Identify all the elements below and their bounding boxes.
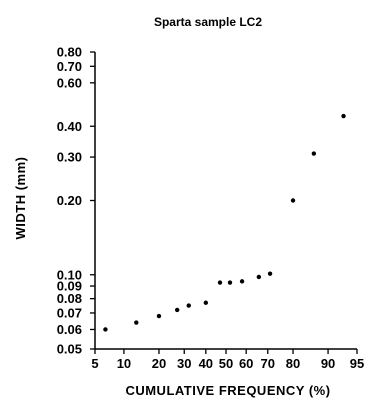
data-point [156,313,162,319]
x-tick-label: 40 [199,356,213,371]
data-point [134,320,139,325]
y-ticks: 0.05 0.06 0.070.080.090.10 0.20 0.30 0.40 0.60… [57,45,95,357]
y-axis-label: WIDTH (mm) [13,157,28,240]
y-tick-label: 0.06 [57,322,82,337]
y-tick-label: 0.40 [57,119,82,134]
y-tick-label: 0.70 [57,59,82,74]
x-tick-label: 70 [261,356,275,371]
data-points [103,113,346,332]
x-tick-label: 60 [239,356,253,371]
data-point [290,198,296,203]
data-point [311,151,317,156]
axes [94,52,357,350]
y-tick-label: 0.20 [57,193,82,208]
data-point [203,300,209,305]
y-tick-label: 0.60 [57,75,82,90]
data-point [227,280,233,285]
x-tick-label: 95 [350,356,364,371]
chart-title: Sparta sample LC2 [154,15,262,29]
x-tick-label: 80 [286,356,300,371]
y-tick-label: 0.09 [57,279,82,294]
data-point [174,307,180,313]
y-tick-label: 0.10 [57,267,82,282]
x-tick-label: 20 [152,356,166,371]
y-tick-label: 0.80 [57,45,82,60]
data-point [341,113,346,119]
data-point [103,327,108,332]
data-point [239,279,245,284]
y-tick-label: 0.07 [57,305,82,320]
x-tick-label: 10 [117,356,131,371]
x-axis-label: CUMULATIVE FREQUENCY (%) [125,383,330,398]
x-tick-label: 5 [91,356,98,371]
y-tick-label: 0.05 [57,342,82,357]
x-ticks: 5 10 20 30 40 50 60 70 80 90 95 [91,349,364,371]
x-tick-label: 30 [177,356,191,371]
y-tick-label: 0.30 [57,150,82,165]
y-tick-label: 0.08 [57,291,82,306]
x-tick-label: 90 [321,356,335,371]
data-point [217,280,223,285]
x-tick-label: 50 [219,356,233,371]
data-point [186,303,191,308]
data-point [256,274,262,280]
data-point [267,271,273,276]
